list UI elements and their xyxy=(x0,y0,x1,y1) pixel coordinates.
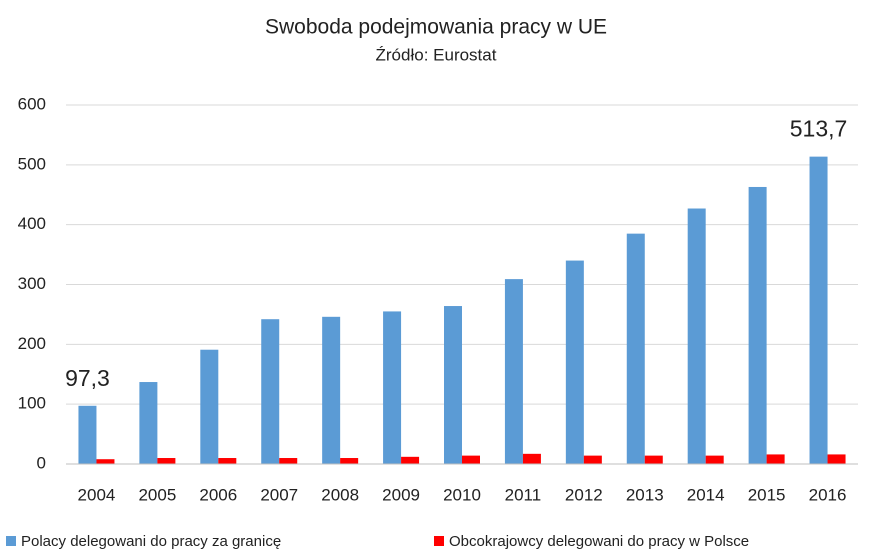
x-tick-label: 2010 xyxy=(443,485,481,504)
x-tick-label: 2007 xyxy=(260,485,298,504)
y-tick-label: 300 xyxy=(18,274,46,293)
data-label: 513,7 xyxy=(790,116,848,142)
bar xyxy=(462,455,480,464)
y-tick-label: 600 xyxy=(18,94,46,113)
bar xyxy=(139,382,158,464)
x-tick-label: 2014 xyxy=(687,485,725,504)
x-tick-label: 2006 xyxy=(199,485,237,504)
bar xyxy=(644,455,663,464)
bar xyxy=(322,316,341,464)
bar xyxy=(78,405,97,464)
y-tick-label: 500 xyxy=(18,154,46,173)
bar xyxy=(444,306,462,464)
x-tick-label: 2005 xyxy=(138,485,176,504)
x-tick-label: 2016 xyxy=(809,485,847,504)
bar xyxy=(827,454,846,464)
legend-swatch xyxy=(6,536,16,546)
legend-label: Polacy delegowani do pracy za granicę xyxy=(21,533,281,550)
bar xyxy=(340,458,359,464)
chart-title: Swoboda podejmowania pracy w UE xyxy=(265,16,607,39)
bar xyxy=(96,459,115,464)
y-tick-label: 200 xyxy=(18,334,46,353)
bar xyxy=(261,319,280,464)
x-tick-label: 2008 xyxy=(321,485,359,504)
bar xyxy=(687,208,706,464)
x-tick-label: 2015 xyxy=(748,485,786,504)
bar xyxy=(218,458,237,464)
x-tick-label: 2011 xyxy=(505,485,542,504)
legend-swatch xyxy=(434,536,444,546)
bar xyxy=(279,458,298,464)
bar xyxy=(565,260,584,464)
legend-label: Obcokrajowcy delegowani do pracy w Polsc… xyxy=(449,533,749,550)
x-tick-label: 2004 xyxy=(78,485,116,504)
bar xyxy=(522,453,541,464)
y-tick-label: 100 xyxy=(18,394,46,413)
x-tick-label: 2009 xyxy=(382,485,420,504)
bar xyxy=(504,279,523,464)
x-tick-label: 2013 xyxy=(626,485,664,504)
chart-subtitle: Źródło: Eurostat xyxy=(376,45,497,64)
bar xyxy=(748,186,767,464)
y-tick-label: 400 xyxy=(18,214,46,233)
bar xyxy=(200,349,219,464)
y-tick-label: 0 xyxy=(37,453,46,472)
bar xyxy=(705,455,724,464)
bar xyxy=(401,456,420,464)
bar xyxy=(809,156,828,464)
bar xyxy=(766,454,785,464)
bar xyxy=(626,233,645,464)
bar xyxy=(383,311,402,464)
bar xyxy=(583,455,602,464)
data-label: 97,3 xyxy=(65,365,110,391)
x-tick-label: 2012 xyxy=(565,485,603,504)
bar xyxy=(157,458,176,464)
